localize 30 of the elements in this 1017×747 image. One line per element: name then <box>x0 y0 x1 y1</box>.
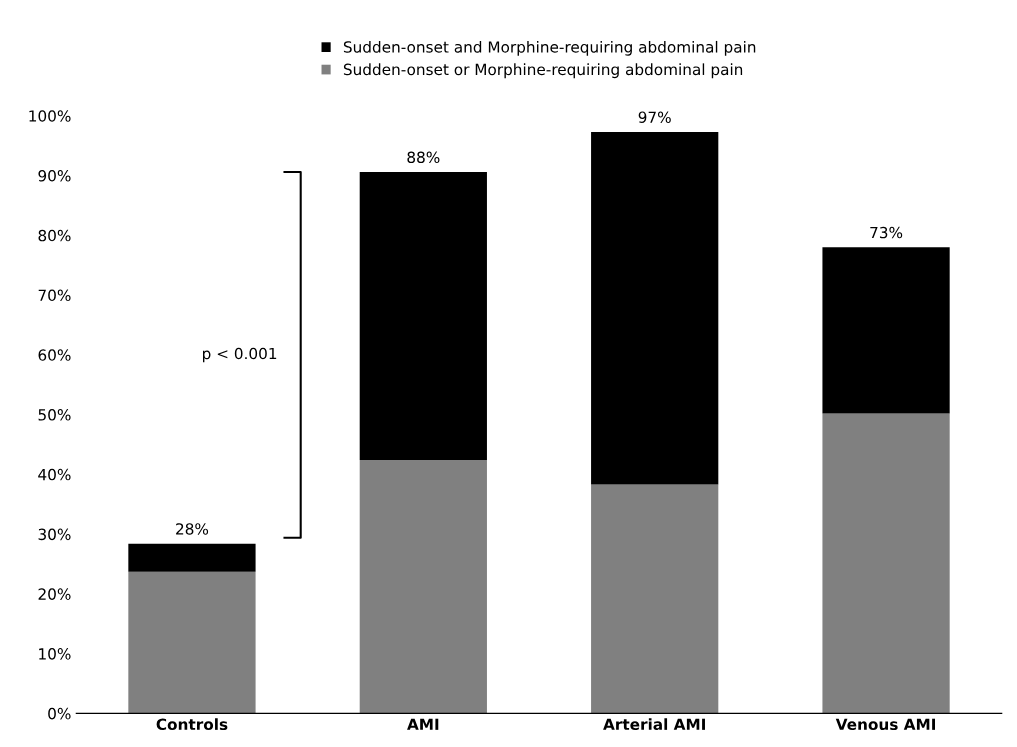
x-tick-label: AMI <box>407 718 439 730</box>
y-tick-label: 0% <box>48 707 71 720</box>
bar <box>128 543 256 572</box>
bar <box>359 460 487 714</box>
legend-label: Sudden-onset or Morphine-requiring abdominal pain <box>343 63 743 79</box>
annotation: 73% <box>870 226 903 239</box>
y-tick-label: 70% <box>38 289 71 302</box>
bar <box>591 484 719 714</box>
y-tick-label: 60% <box>38 349 71 361</box>
bar <box>591 131 719 485</box>
legend-label: Sudden-onset and Morphine-requiring abdominal pain <box>343 40 756 56</box>
x-tick-label: Controls <box>156 718 228 731</box>
y-tick-label: 50% <box>38 409 71 421</box>
y-tick-label: 80% <box>38 229 71 242</box>
y-tick-label: 20% <box>38 588 71 600</box>
annotation: 28% <box>176 523 209 535</box>
x-tick-label: Arterial AMI <box>603 718 705 731</box>
annotation: 97% <box>638 111 671 123</box>
y-tick-label: 100% <box>29 110 71 122</box>
y-tick-label: 40% <box>38 468 71 481</box>
annotation: 88% <box>407 151 440 164</box>
annotation: p < 0.001 <box>203 347 277 363</box>
y-tick-label: 90% <box>38 170 71 182</box>
bar <box>128 571 256 714</box>
bar <box>822 247 950 414</box>
y-tick-label: 10% <box>39 648 71 660</box>
x-tick-label: Venous AMI <box>835 718 936 731</box>
bar <box>359 171 487 460</box>
y-tick-label: 30% <box>38 528 71 541</box>
bar <box>822 413 950 714</box>
